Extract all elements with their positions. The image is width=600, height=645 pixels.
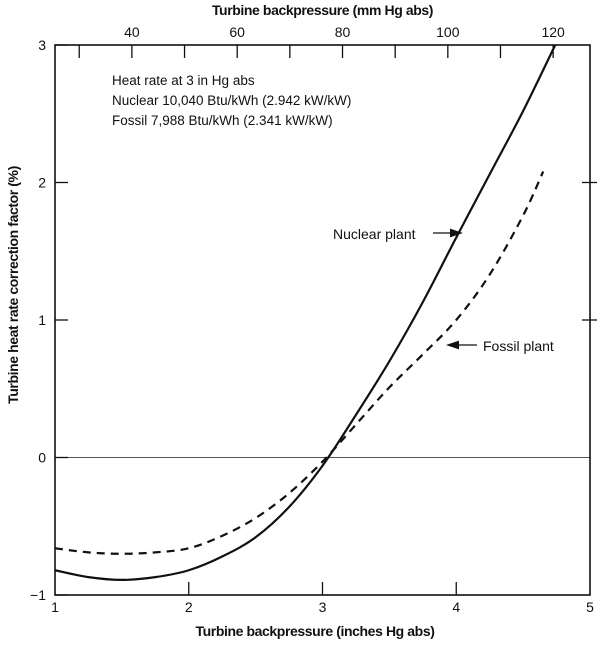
x-axis-tick-label: 1	[51, 599, 59, 615]
top-axis-tick-label: 40	[124, 24, 140, 40]
fossil-plant-arrow	[446, 340, 477, 350]
top-axis-tick-label: 80	[335, 24, 351, 40]
fossil-arrow-head-icon	[446, 340, 459, 350]
heat-rate-annotation: Heat rate at 3 in Hg abs Nuclear 10,040 …	[112, 71, 351, 131]
nuclear-plant-label: Nuclear plant	[333, 226, 416, 242]
x-axis-tick-label: 5	[586, 599, 594, 615]
fossil-plant-label: Fossil plant	[483, 338, 554, 354]
x-axis-tick-label: 4	[452, 599, 460, 615]
x-axis-tick-label: 3	[319, 599, 327, 615]
y-axis-tick-label: 3	[38, 37, 46, 53]
nuclear-plant-curve	[54, 44, 557, 581]
annotation-line-2: Nuclear 10,040 Btu/kWh (2.942 kW/kW)	[112, 93, 352, 108]
annotation-line-1: Heat rate at 3 in Hg abs	[112, 73, 255, 88]
y-axis-title: Turbine heat rate correction factor (%)	[5, 166, 21, 404]
plot-layer: 40 60 80 100 120 1 2 3 4 5 3 2 1 0 −1	[30, 24, 597, 615]
y-axis-tick-label: 0	[38, 450, 46, 466]
nuclear-arrow-head-icon	[450, 228, 463, 238]
y-axis-tick-label: 1	[38, 312, 46, 328]
top-axis-tick-label: 60	[229, 24, 245, 40]
top-axis-tick-label: 120	[541, 24, 565, 40]
top-axis-tick-label: 100	[436, 24, 460, 40]
fossil-plant-curve	[54, 171, 545, 555]
nuclear-plant-arrow	[433, 228, 463, 238]
x-axis-tick-label: 2	[185, 599, 193, 615]
top-axis-title: Turbine backpressure (mm Hg abs)	[211, 2, 434, 18]
y-axis-tick-label: 2	[38, 175, 46, 191]
annotation-line-3: Fossil 7,988 Btu/kWh (2.341 kW/kW)	[112, 113, 333, 128]
x-axis-title: Turbine backpressure (inches Hg abs)	[195, 623, 435, 639]
y-axis-tick-label: −1	[30, 587, 46, 603]
